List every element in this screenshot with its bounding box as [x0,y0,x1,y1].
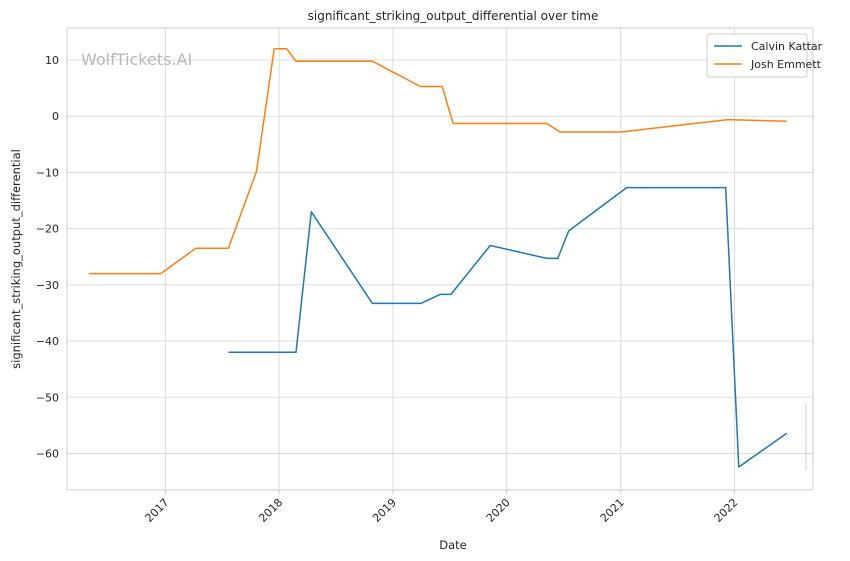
legend-label-0: Calvin Kattar [751,40,823,53]
watermark: WolfTickets.AI [81,50,192,69]
y-tick-label: −50 [36,391,59,404]
plot-frame [66,27,814,491]
chart-title: significant_striking_output_differential… [308,9,599,23]
y-tick-label: 10 [45,54,59,67]
y-tick-label: −20 [36,223,59,236]
series-line-0 [228,186,788,468]
legend: Calvin Kattar Josh Emmett [706,33,823,78]
y-axis: 10 0 −10 −20 −30 −40 −50 −60 [36,54,59,460]
legend-box [706,33,808,78]
y-tick-label: −60 [36,447,59,460]
plot-area [67,28,813,490]
y-tick-label: −10 [36,166,59,179]
series-line-1 [88,48,787,275]
x-axis-title: Date [439,538,467,552]
y-tick-label: −40 [36,335,59,348]
y-tick-label: 0 [52,110,59,123]
grid-lines [67,28,813,490]
series-layer [88,48,788,468]
legend-label-1: Josh Emmett [750,58,822,71]
y-axis-title: significant_striking_output_differential [9,149,23,369]
y-tick-label: −30 [36,279,59,292]
